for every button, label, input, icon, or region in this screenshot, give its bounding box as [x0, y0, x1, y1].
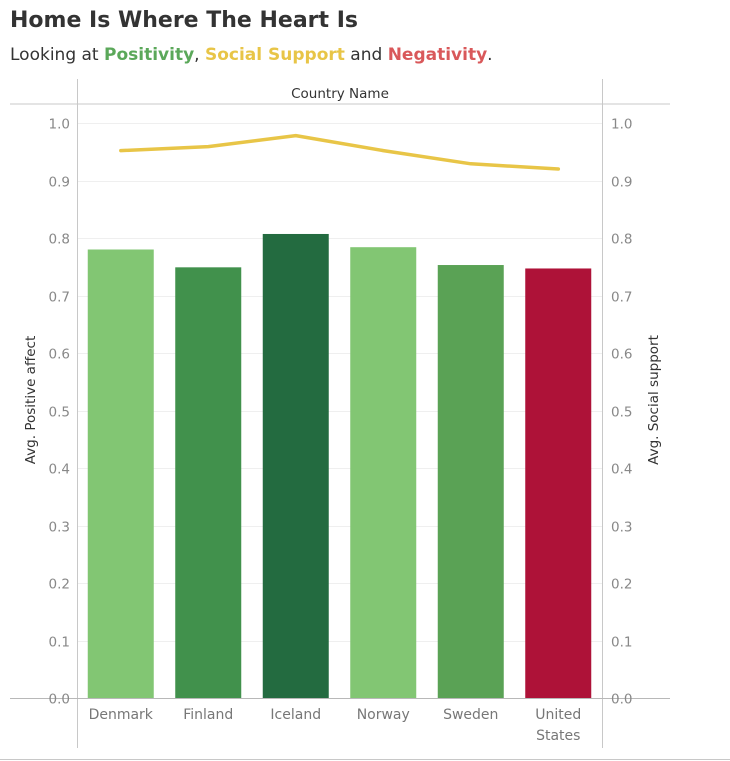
bars [87, 233, 592, 699]
bar[interactable] [87, 249, 154, 699]
social-support-line [119, 133, 561, 171]
subtitle-prefix: Looking at [10, 45, 104, 65]
right-tick-label: 0.6 [611, 347, 632, 363]
gridlines [77, 123, 602, 642]
category-label: United [535, 707, 581, 723]
right-tick-label: 0.0 [611, 692, 632, 708]
tick-labels: 0.0 0.0 0.1 0.1 0.2 0.2 0.3 0.3 0.4 0.4 0.5 0.5 0.6 0… [49, 117, 633, 708]
column-header: Country Name [291, 86, 389, 102]
category-labels: Denmark Finland Iceland Norway Sweden United S… [89, 707, 582, 744]
category-label: Norway [357, 707, 410, 723]
category-label: Finland [183, 707, 233, 723]
left-tick-label: 0.1 [49, 635, 70, 651]
chart-subtitle: Looking at Positivity, Social Support an… [10, 45, 493, 65]
right-axis-title: Avg. Social support [646, 335, 662, 465]
left-tick-label: 0.2 [49, 577, 70, 593]
left-tick-label: 1.0 [49, 117, 70, 133]
left-tick-label: 0.7 [49, 290, 70, 306]
category-label: Sweden [443, 707, 498, 723]
right-tick-label: 0.9 [611, 175, 632, 191]
category-label: Iceland [270, 707, 321, 723]
bar[interactable] [525, 268, 592, 698]
subtitle-positivity: Positivity [104, 45, 195, 65]
left-tick-label: 0.9 [49, 175, 70, 191]
bar[interactable] [437, 265, 504, 698]
left-tick-label: 0.3 [49, 520, 70, 536]
right-tick-label: 0.2 [611, 577, 632, 593]
right-tick-label: 0.8 [611, 232, 632, 248]
subtitle-negativity: Negativity [387, 45, 488, 65]
social-support-polyline[interactable] [119, 133, 561, 171]
right-tick-label: 0.7 [611, 290, 632, 306]
subtitle-suffix: . [487, 45, 493, 65]
chart-title: Home Is Where The Heart Is [10, 8, 358, 33]
right-tick-label: 0.3 [611, 520, 632, 536]
left-tick-label: 0.6 [49, 347, 70, 363]
category-label: States [536, 728, 580, 744]
bar[interactable] [262, 233, 329, 698]
subtitle-separator-2: and [344, 45, 388, 65]
left-tick-label: 0.4 [49, 462, 70, 478]
chart-frame [0, 79, 730, 760]
subtitle-separator-1: , [194, 45, 205, 65]
subtitle-social-support: Social Support [204, 45, 345, 65]
left-tick-label: 0.0 [49, 692, 70, 708]
right-tick-label: 0.4 [611, 462, 632, 478]
bar[interactable] [175, 267, 242, 698]
right-tick-label: 1.0 [611, 117, 632, 133]
left-axis-title: Avg. Positive affect [23, 336, 39, 465]
right-tick-label: 0.5 [611, 405, 632, 421]
left-tick-label: 0.5 [49, 405, 70, 421]
bar[interactable] [350, 247, 417, 698]
right-tick-label: 0.1 [611, 635, 632, 651]
category-label: Denmark [89, 707, 154, 723]
left-tick-label: 0.8 [49, 232, 70, 248]
